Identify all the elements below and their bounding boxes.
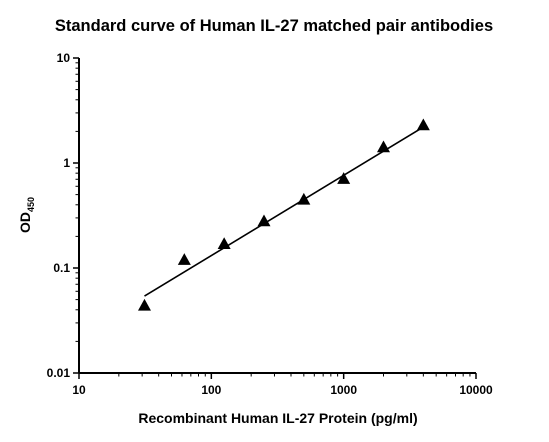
y-axis-label-sub: 450 <box>26 197 36 212</box>
axes <box>78 58 476 374</box>
data-markers <box>137 118 430 311</box>
y-axis-label: OD450 <box>17 197 36 233</box>
data-point-3 <box>257 214 271 227</box>
data-point-1 <box>177 253 191 265</box>
y-tick-label-1: 0.1 <box>53 261 70 275</box>
x-axis-label: Recombinant Human IL-27 Protein (pg/ml) <box>138 410 417 426</box>
fit-line-group <box>144 126 424 297</box>
y-tick-label-2: 1 <box>63 156 70 170</box>
y-ticks: 0.01 0.1 1 10 <box>47 51 79 380</box>
data-point-4 <box>297 192 311 205</box>
x-tick-label-3: 10000 <box>459 383 493 397</box>
x-tick-label-2: 1000 <box>330 383 357 397</box>
fit-line <box>144 126 424 297</box>
x-ticks: 10 100 1000 10000 <box>72 373 493 397</box>
y-tick-label-3: 10 <box>57 51 71 65</box>
y-tick-label-0: 0.01 <box>47 366 71 380</box>
data-point-0 <box>137 298 151 311</box>
data-point-5 <box>337 172 351 184</box>
y-axis-label-main: OD <box>17 212 33 233</box>
data-point-7 <box>416 118 430 131</box>
x-tick-label-0: 10 <box>72 383 86 397</box>
data-point-2 <box>217 237 231 250</box>
data-point-6 <box>377 140 391 153</box>
x-tick-label-1: 100 <box>201 383 221 397</box>
chart-title: Standard curve of Human IL-27 matched pa… <box>55 17 493 35</box>
